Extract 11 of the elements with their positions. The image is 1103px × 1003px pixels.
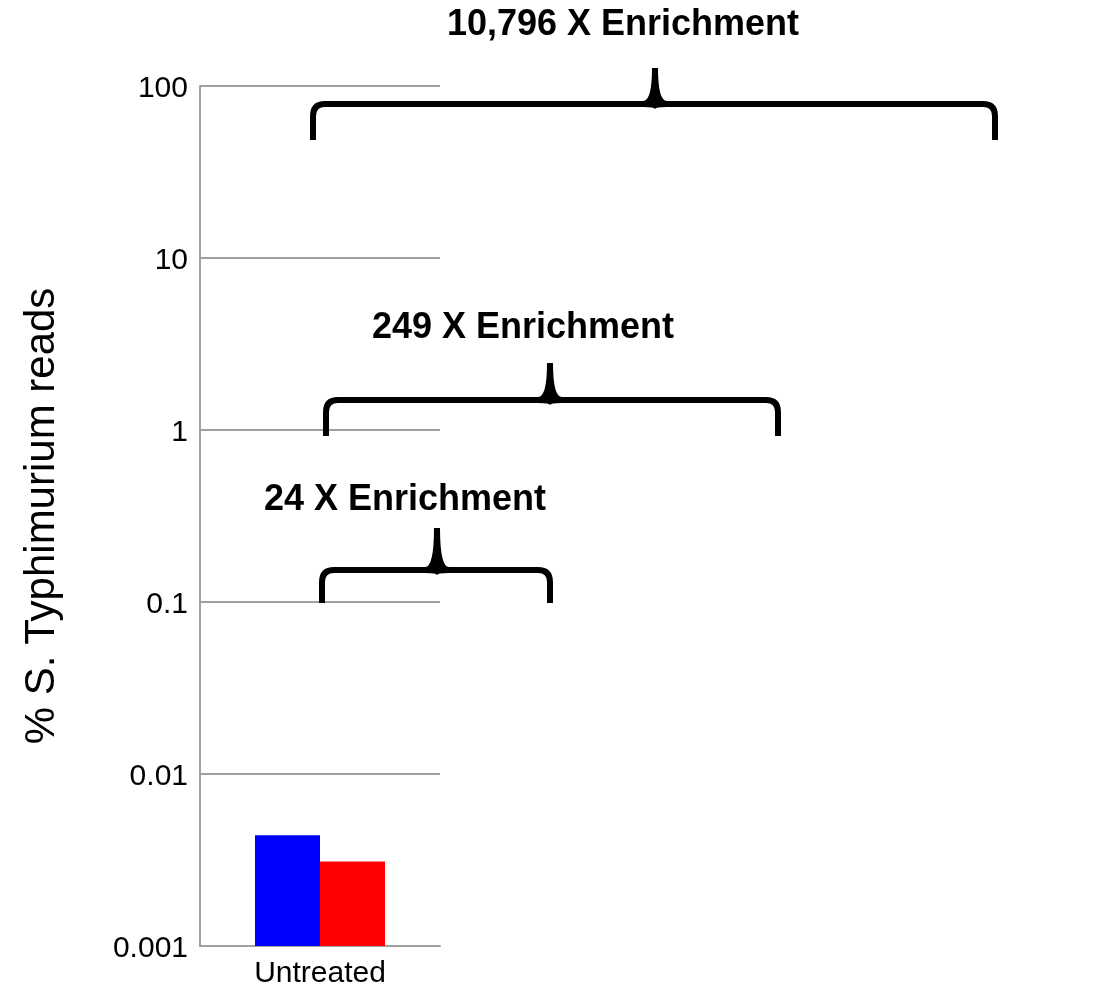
y-tick-label: 100 [137,69,188,103]
y-tick-label: 0.1 [146,585,188,619]
text: 10,796 X Enrichment [446,2,800,44]
y-tick-label: 0.01 [129,757,188,791]
y-tick-label: 0.001 [112,929,188,963]
annotation: 249 X Enrichment [371,305,675,347]
x-tick-label: Untreated [254,954,386,988]
annotation: 24 X Enrichment [263,477,547,519]
y-tick-label: 1 [171,413,188,447]
y-axis-title: % S. Typhimurium reads [15,287,63,745]
y-tick-label: 10 [154,241,188,275]
